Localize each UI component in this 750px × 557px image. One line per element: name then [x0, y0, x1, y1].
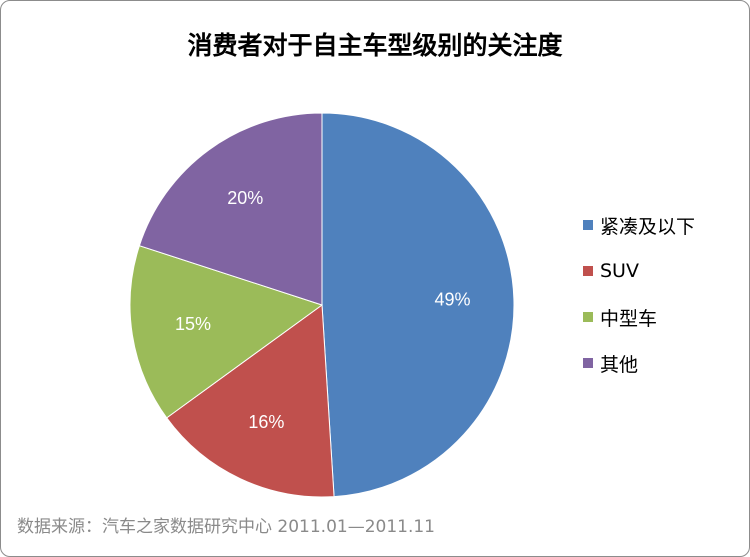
legend-swatch-other — [583, 358, 593, 368]
legend-item-suv: SUV — [583, 248, 695, 294]
chart-title: 消费者对于自主车型级别的关注度 — [187, 31, 563, 60]
pie-label-compact: 49% — [434, 290, 470, 310]
pie-label-midsize: 15% — [175, 314, 211, 334]
pie-label-suv: 16% — [248, 412, 284, 432]
legend-label-compact: 紧凑及以下 — [600, 215, 696, 238]
pie-slice-compact — [321, 112, 515, 498]
pie-slice-midsize — [129, 245, 324, 419]
pie-slice-suv — [165, 304, 335, 498]
legend-label-other: 其他 — [600, 353, 639, 376]
data-source-note: 数据来源：汽车之家数据研究中心 2011.01—2011.11 — [17, 517, 436, 537]
legend-label-midsize: 中型车 — [600, 307, 658, 330]
legend-item-midsize: 中型车 — [583, 294, 695, 340]
legend-swatch-midsize — [583, 312, 593, 322]
legend-swatch-compact — [583, 220, 593, 230]
pie-label-other: 20% — [227, 188, 263, 208]
legend-label-suv: SUV — [600, 260, 639, 282]
legend-swatch-suv — [583, 266, 593, 276]
legend-item-compact: 紧凑及以下 — [583, 202, 695, 248]
pie-slices — [129, 112, 515, 498]
legend-item-other: 其他 — [583, 340, 695, 386]
legend: 紧凑及以下 SUV 中型车 其他 — [583, 202, 695, 386]
pie-slice-other — [138, 112, 323, 306]
pie-labels: 49% 16% 15% 20% — [175, 188, 471, 432]
